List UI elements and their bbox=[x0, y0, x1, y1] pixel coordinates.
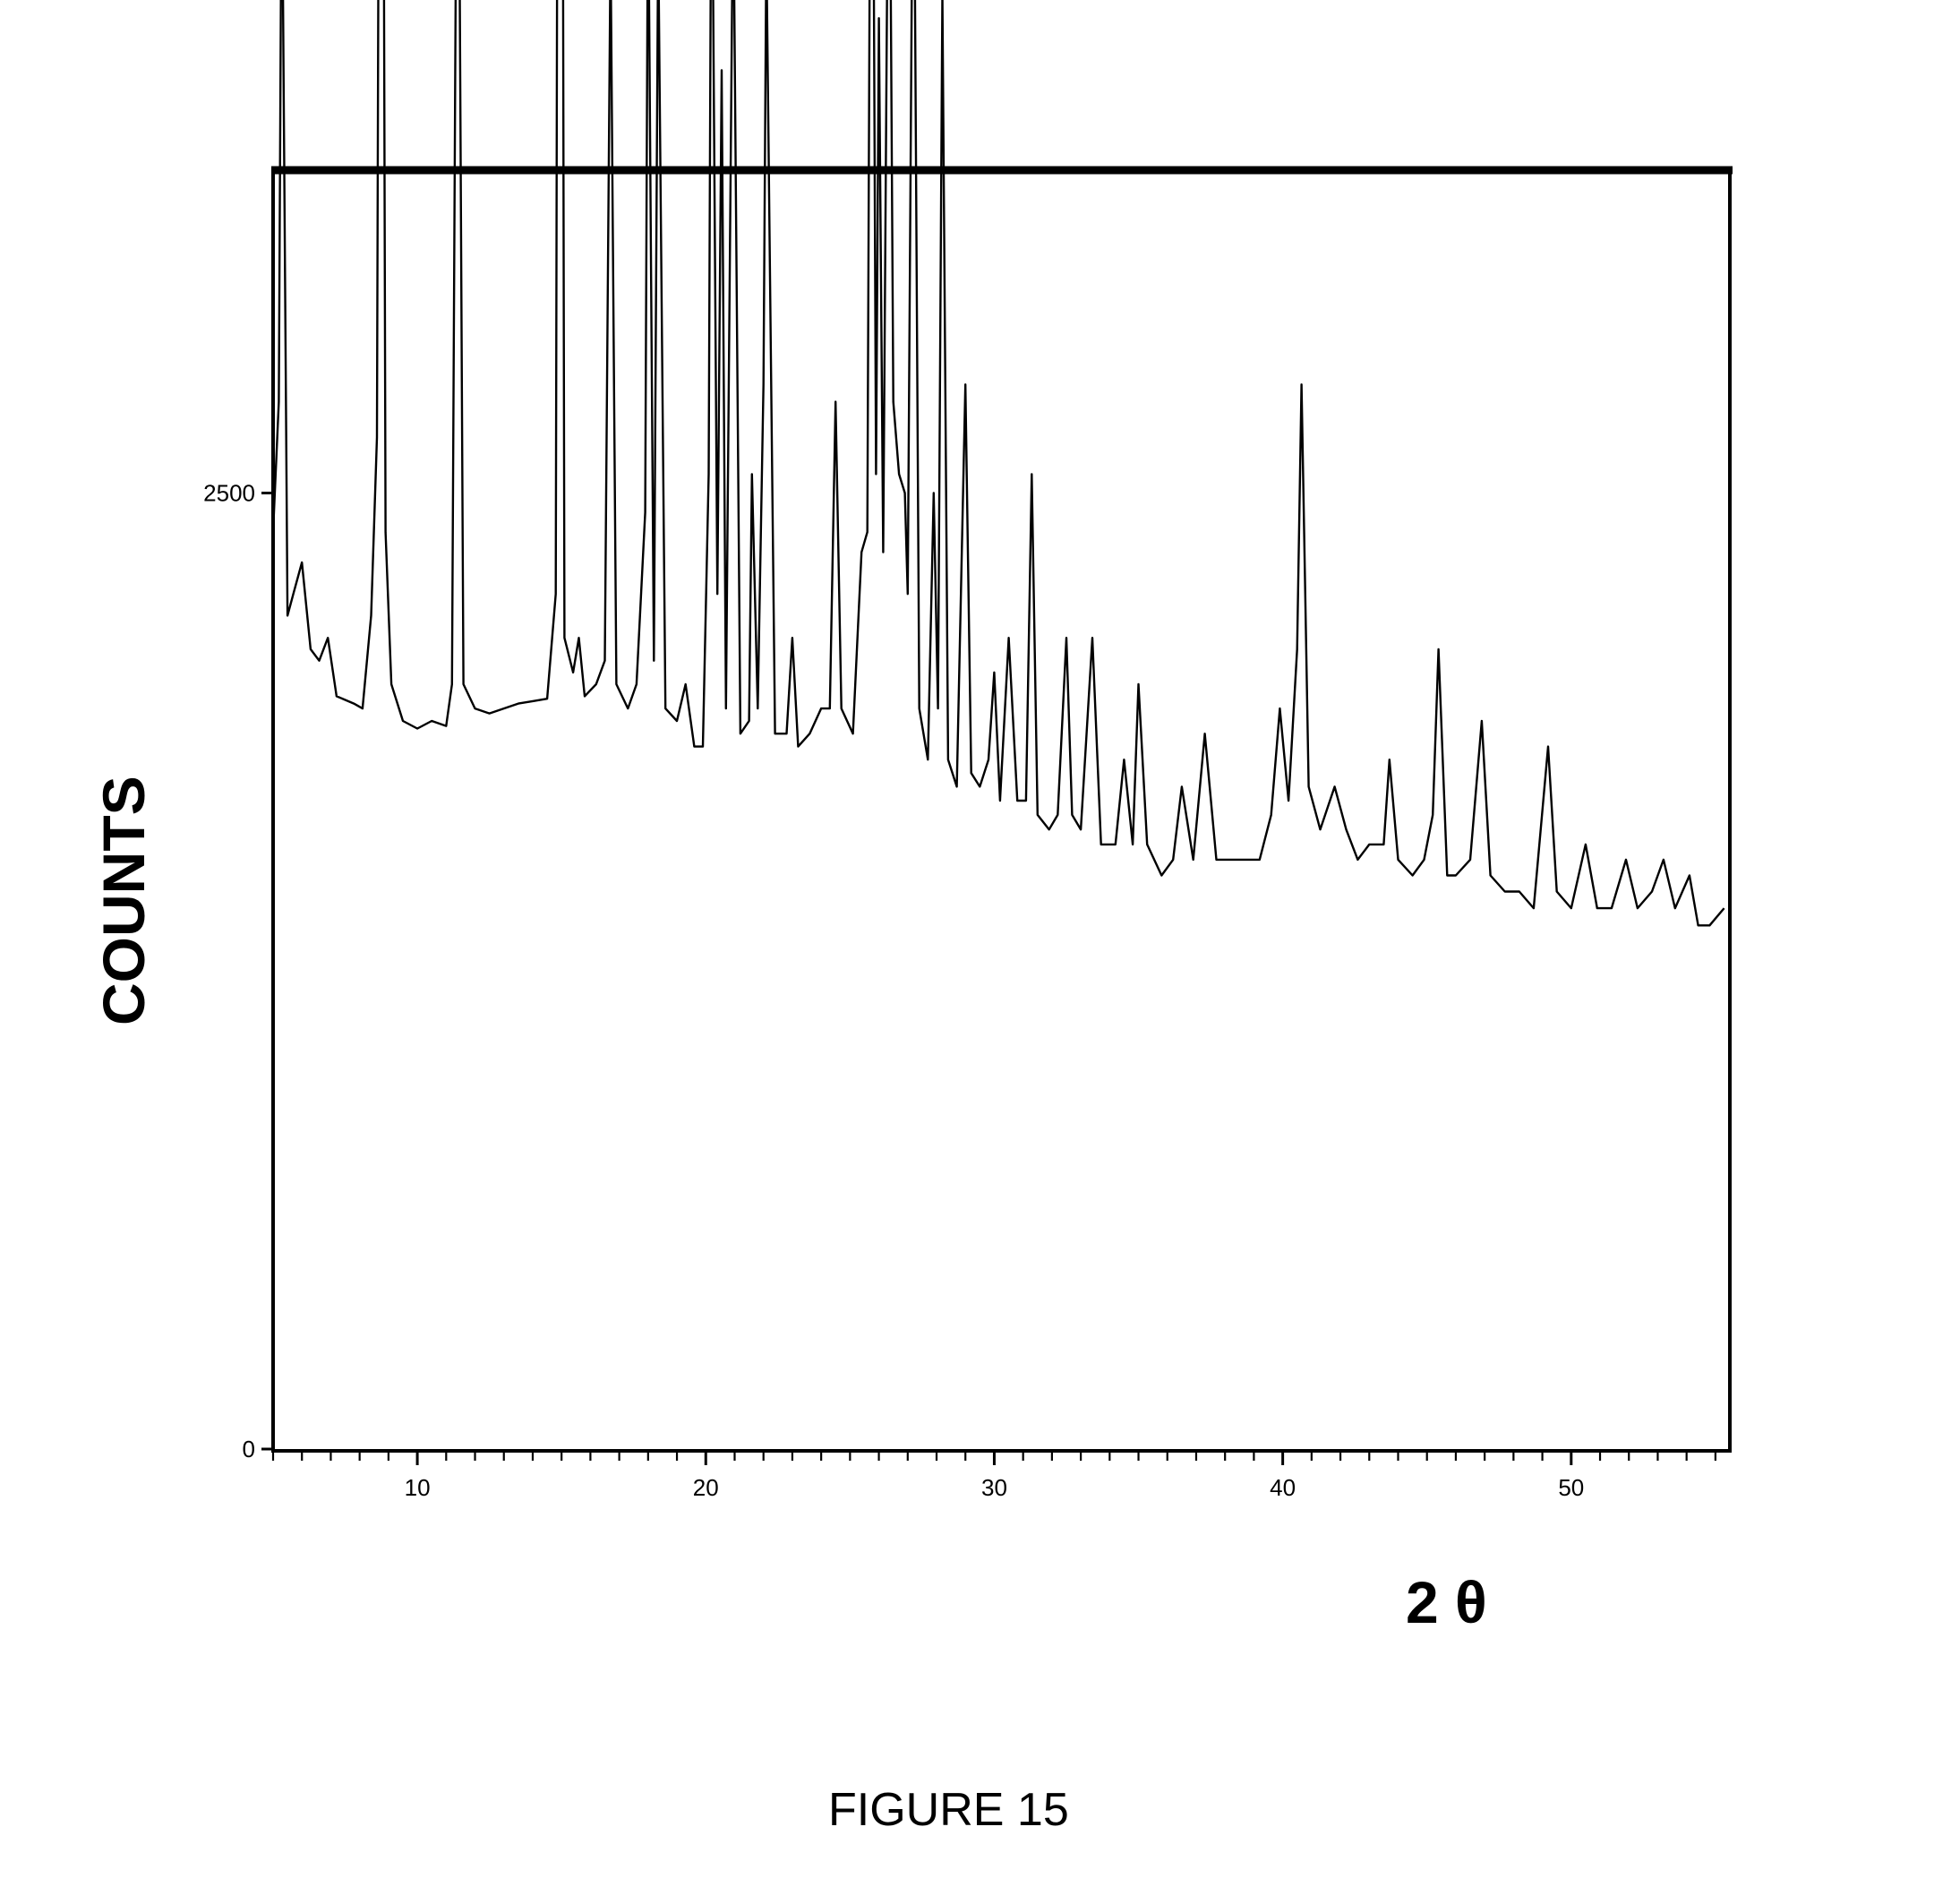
x-tick-label: 10 bbox=[405, 1474, 431, 1501]
y-axis-ticks: 025001000022500 bbox=[191, 0, 273, 1462]
x-tick-label: 40 bbox=[1270, 1474, 1296, 1501]
plot-background bbox=[271, 168, 1731, 1449]
figure-caption: FIGURE 15 bbox=[828, 1784, 1069, 1836]
y-tick-label: 0 bbox=[243, 1436, 255, 1462]
y-axis-label: COUNTS bbox=[90, 776, 157, 1025]
x-axis-label: 2 θ bbox=[1406, 1569, 1487, 1635]
x-tick-label: 50 bbox=[1558, 1474, 1584, 1501]
x-tick-label: 30 bbox=[981, 1474, 1007, 1501]
x-axis-ticks: 10 20 30 40 50 bbox=[273, 1451, 1716, 1501]
y-tick-label: 2500 bbox=[203, 480, 255, 507]
x-tick-label: 20 bbox=[693, 1474, 719, 1501]
